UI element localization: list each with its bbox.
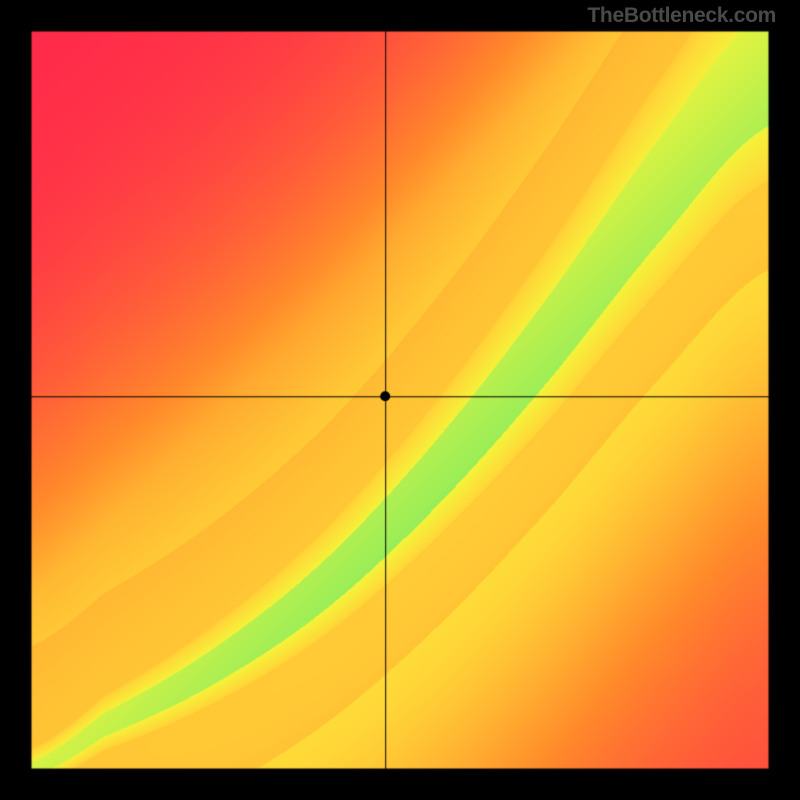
heatmap-plot <box>30 30 770 770</box>
heatmap-canvas <box>30 30 770 770</box>
watermark-text: TheBottleneck.com <box>587 4 776 28</box>
